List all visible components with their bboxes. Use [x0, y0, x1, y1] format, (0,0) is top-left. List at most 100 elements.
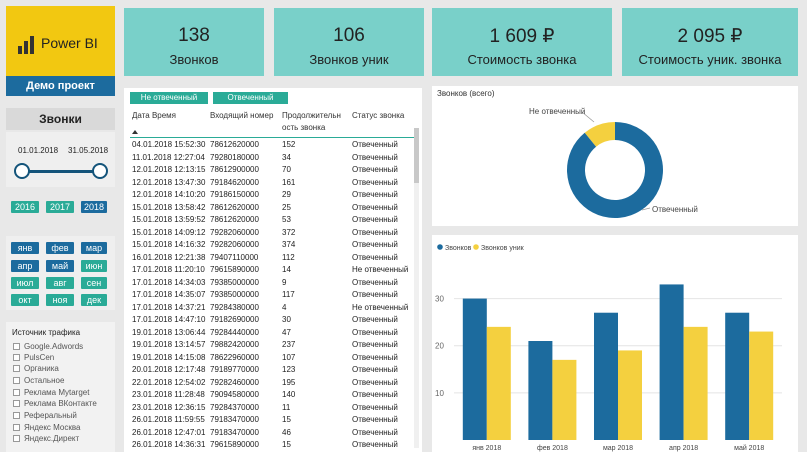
date-range-slicer[interactable]: 01.01.2018 31.05.2018 — [6, 132, 115, 187]
sort-ascending-icon[interactable] — [132, 130, 138, 134]
cell-number: 79284370000 — [210, 402, 259, 412]
cell-duration: 70 — [282, 165, 291, 174]
column-header-duration[interactable]: Продолжительн ость звонка — [282, 111, 341, 132]
table-row[interactable]: 19.01.2018 13:14:57 79882420000 237 Отвечен… — [124, 339, 414, 351]
month-button-jun[interactable]: июн — [81, 260, 107, 272]
donut-slice-0[interactable] — [584, 122, 615, 147]
cell-duration: 47 — [282, 327, 291, 337]
checkbox-icon[interactable] — [13, 343, 20, 350]
bar-unique-calls[interactable] — [552, 359, 577, 440]
table-row[interactable]: 23.01.2018 12:36:15 79284370000 11 Отвеченн… — [124, 402, 414, 414]
bar-calls[interactable] — [594, 312, 618, 440]
date-slider-track[interactable] — [20, 170, 100, 173]
donut-label-unanswered: Не отвеченный — [529, 107, 585, 116]
filter-answered-button[interactable]: Отвеченный — [213, 92, 288, 104]
table-row[interactable]: 04.01.2018 15:52:30 78612620000 152 Отвечен… — [124, 139, 414, 151]
table-row[interactable]: 15.01.2018 13:58:42 78612620000 25 Отвеченн… — [124, 202, 414, 214]
traffic-source-option[interactable]: Органика — [13, 364, 59, 373]
table-row[interactable]: 26.01.2018 11:59:55 79183470000 15 Отвеченн… — [124, 414, 414, 426]
table-row[interactable]: 26.01.2018 14:36:31 79615890000 15 Отвеченн… — [124, 439, 414, 451]
scrollbar-thumb[interactable] — [414, 128, 419, 183]
filter-unanswered-button[interactable]: Не отвеченный — [130, 92, 208, 104]
bar-unique-calls[interactable] — [618, 350, 642, 440]
traffic-source-option[interactable]: Остальное — [13, 376, 64, 385]
cell-duration: 112 — [282, 252, 295, 262]
cell-number: 79615890000 — [210, 265, 259, 274]
cell-date: 04.01.2018 15:52:30 — [132, 140, 206, 149]
table-row[interactable]: 26.01.2018 12:47:01 79183470000 46 Отвеченн… — [124, 427, 414, 439]
checkbox-icon[interactable] — [13, 400, 20, 407]
table-row[interactable]: 19.01.2018 13:06:44 79284440000 47 Отвеченн… — [124, 327, 414, 339]
bar-unique-calls[interactable] — [683, 326, 708, 440]
cell-date: 17.01.2018 14:35:07 — [132, 290, 206, 299]
donut-slice-1[interactable] — [567, 122, 663, 218]
checkbox-icon[interactable] — [13, 365, 20, 372]
table-row[interactable]: 12.01.2018 13:47:30 79184620000 161 Отвечен… — [124, 177, 414, 189]
month-button-dec[interactable]: дек — [81, 294, 107, 306]
table-row[interactable]: 15.01.2018 14:16:32 79282060000 374 Отвечен… — [124, 239, 414, 251]
bar-unique-calls[interactable] — [486, 326, 511, 440]
checkbox-icon[interactable] — [13, 424, 20, 431]
traffic-source-option[interactable]: Реферальный — [13, 411, 77, 420]
table-row[interactable]: 17.01.2018 14:35:07 79385000000 117 Отвечен… — [124, 289, 414, 301]
table-row[interactable]: 12.01.2018 14:10:20 79186150000 29 Отвеченн… — [124, 189, 414, 201]
bar-calls[interactable] — [659, 284, 684, 440]
checkbox-icon[interactable] — [13, 389, 20, 396]
cell-status: Отвеченный — [352, 290, 398, 299]
table-row[interactable]: 15.01.2018 14:09:12 79282060000 372 Отвечен… — [124, 227, 414, 239]
traffic-source-option[interactable]: Яндекс Москва — [13, 423, 80, 432]
traffic-source-option[interactable]: Реклама Mytarget — [13, 388, 89, 397]
cell-duration: 4 — [282, 302, 287, 312]
month-button-oct[interactable]: окт — [11, 294, 39, 306]
traffic-source-option[interactable]: Яндекс.Директ — [13, 434, 79, 443]
date-slider-start-handle[interactable] — [14, 163, 30, 179]
legend-label-1: Звонков уник — [481, 245, 525, 252]
year-button-2016[interactable]: 2016 — [11, 201, 39, 213]
month-button-aug[interactable]: авг — [46, 277, 74, 289]
month-button-feb[interactable]: фев — [46, 242, 74, 254]
month-button-jul[interactable]: июл — [11, 277, 39, 289]
table-row[interactable]: 22.01.2018 12:54:02 79282460000 195 Отвечен… — [124, 377, 414, 389]
traffic-source-option[interactable]: PulsCen — [13, 353, 54, 362]
table-row[interactable]: 16.01.2018 12:21:38 79407110000 112 Отвечен… — [124, 252, 414, 264]
year-button-2018[interactable]: 2018 — [81, 201, 107, 213]
cell-duration: 30 — [282, 315, 291, 324]
year-button-2017[interactable]: 2017 — [46, 201, 74, 213]
table-row[interactable]: 12.01.2018 12:13:15 78612900000 70 Отвеченн… — [124, 164, 414, 176]
table-row[interactable]: 17.01.2018 14:47:10 79182690000 30 Отвеченн… — [124, 314, 414, 326]
table-row[interactable]: 17.01.2018 14:34:03 79385000000 9 Отвеченны… — [124, 277, 414, 289]
table-row[interactable]: 11.01.2018 12:27:04 79280180000 34 Отвеченн… — [124, 152, 414, 164]
cell-number: 78612620000 — [210, 140, 259, 149]
month-button-sep[interactable]: сен — [81, 277, 107, 289]
table-row[interactable]: 20.01.2018 12:17:48 79189770000 123 Отвечен… — [124, 364, 414, 376]
column-header-status[interactable]: Статус звонка — [352, 111, 405, 120]
traffic-source-option[interactable]: Реклама ВКонтакте — [13, 399, 97, 408]
table-row[interactable]: 15.01.2018 13:59:52 78612620000 53 Отвеченн… — [124, 214, 414, 226]
donut-leader-line — [641, 207, 651, 211]
month-button-mar[interactable]: мар — [81, 242, 107, 254]
bar-calls[interactable] — [725, 312, 750, 440]
table-row[interactable]: 17.01.2018 14:37:21 79284380000 4 Не отвече… — [124, 302, 414, 314]
checkbox-icon[interactable] — [13, 354, 20, 361]
traffic-source-option[interactable]: Google.Adwords — [13, 342, 83, 351]
checkbox-icon[interactable] — [13, 377, 20, 384]
cell-status: Отвеченный — [352, 215, 398, 224]
month-button-apr[interactable]: апр — [11, 260, 39, 272]
cell-number: 79282060000 — [210, 240, 259, 249]
date-slider-end-handle[interactable] — [92, 163, 108, 179]
bar-calls[interactable] — [528, 341, 553, 440]
table-row[interactable]: 17.01.2018 11:20:10 79615890000 14 Не отвеч… — [124, 264, 414, 276]
checkbox-icon[interactable] — [13, 435, 20, 442]
column-header-number[interactable]: Входящий номер — [210, 111, 274, 120]
month-button-nov[interactable]: ноя — [46, 294, 74, 306]
bar-unique-calls[interactable] — [749, 331, 774, 440]
cell-duration: 9 — [282, 277, 287, 287]
column-header-date[interactable]: Дата Время — [132, 111, 177, 120]
table-row[interactable]: 19.01.2018 14:15:08 78622960000 107 Отвечен… — [124, 352, 414, 364]
table-row[interactable]: 23.01.2018 11:28:48 79094580000 140 Отвечен… — [124, 389, 414, 401]
table-scrollbar[interactable] — [414, 128, 419, 448]
bar-calls[interactable] — [462, 298, 487, 440]
month-button-may[interactable]: май — [46, 260, 74, 272]
checkbox-icon[interactable] — [13, 412, 20, 419]
month-button-jan[interactable]: янв — [11, 242, 39, 254]
